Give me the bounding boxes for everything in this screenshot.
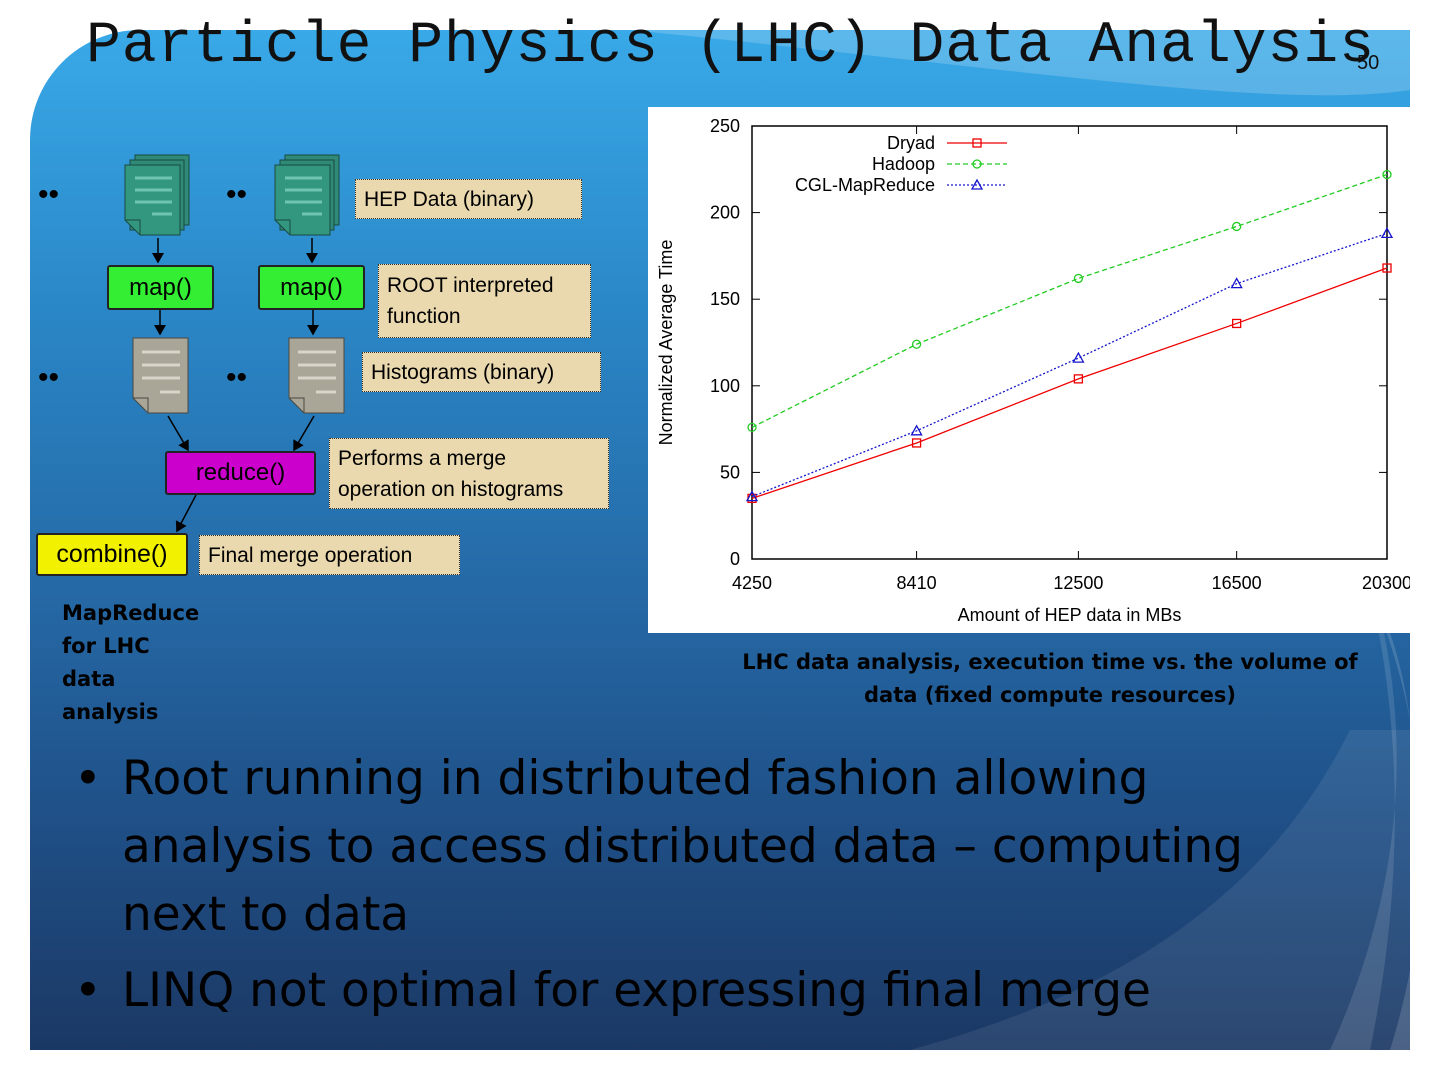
x-axis-label: Amount of HEP data in MBs: [958, 605, 1182, 625]
chart-panel: 0 50 100 150 200 250 4250 8410 12500 16500 20300 Am…: [648, 107, 1412, 633]
x-tick-label: 12500: [1053, 573, 1103, 593]
bullet-item: • Root running in distributed fashion al…: [74, 745, 1378, 949]
bullet-line: analysis to access distributed data – co…: [122, 819, 1243, 874]
plot-frame: [751, 125, 1388, 560]
data-point-cgl-mapreduce: [910, 424, 923, 436]
reduce-note: Performs a merge operation on histograms: [329, 438, 609, 509]
diagram-caption: MapReduce for LHC data analysis: [62, 601, 200, 724]
data-point-dryad: [911, 438, 922, 448]
data-point-hadoop: [747, 422, 757, 433]
reduce-note-line1: Performs a merge: [338, 446, 507, 470]
reduce-note-line2: operation on histograms: [338, 477, 564, 501]
map-box-right: map(): [258, 265, 365, 310]
y-tick-label: 100: [710, 376, 740, 396]
combine-note: Final merge operation: [199, 535, 460, 575]
bullet-line: Root running in distributed fashion allo…: [122, 751, 1149, 806]
ellipsis-left-top: ••: [38, 178, 60, 211]
y-axis-label: Normalized Average Time: [656, 240, 676, 446]
legend-label: Dryad: [887, 133, 935, 153]
chart-caption-line2: data (fixed compute resources): [864, 683, 1236, 707]
map-box-left: map(): [107, 265, 214, 310]
slide-title: Particle Physics (LHC) Data Analysis: [86, 14, 1376, 79]
document-stack-icon: [274, 154, 340, 236]
root-function-note-line2: function: [387, 305, 461, 328]
data-point-hadoop: [1073, 273, 1084, 284]
hep-data-note: HEP Data (binary): [355, 179, 582, 219]
arrow-hist-reduce-left: [167, 415, 189, 452]
legend-label: Hadoop: [872, 154, 935, 174]
bullet-line: next to data: [122, 887, 410, 942]
data-point-dryad: [1232, 318, 1242, 329]
diagram-graphics: [124, 154, 345, 533]
arrow-hist-reduce-right: [293, 415, 315, 452]
bullet-dot: •: [74, 963, 102, 1018]
slide-number: 50: [1357, 52, 1380, 74]
legend-marker: [972, 159, 982, 169]
chart-caption-line1: LHC data analysis, execution time vs. th…: [742, 650, 1358, 674]
data-point-hadoop: [1232, 221, 1242, 232]
ellipsis-left-mid: ••: [38, 361, 60, 394]
combine-box: combine(): [36, 533, 188, 576]
data-point-cgl-mapreduce: [745, 490, 759, 502]
data-point-hadoop: [911, 339, 922, 349]
root-function-note: ROOT interpreted function: [378, 264, 591, 338]
arrow-reduce-combine: [175, 494, 197, 533]
data-point-hadoop: [1382, 169, 1392, 180]
bullet-line: LINQ not optimal for expressing final me…: [122, 963, 1151, 1018]
y-tick-label: 200: [710, 203, 740, 223]
legend-marker: [970, 178, 984, 190]
ellipsis-mid-top: ••: [226, 178, 248, 211]
x-tick-label: 8410: [897, 573, 937, 593]
document-icon: [288, 337, 345, 414]
histograms-note: Histograms (binary): [362, 352, 601, 392]
x-tick-label: 4250: [732, 573, 772, 593]
y-tick-label: 50: [720, 462, 740, 482]
bullet-list: • Root running in distributed fashion al…: [74, 745, 1378, 1025]
reduce-box: reduce(): [165, 451, 316, 495]
series-line-dryad: [751, 267, 1388, 499]
background-swoosh: [630, 30, 1410, 1050]
ellipsis-mid-mid: ••: [226, 361, 248, 394]
line-chart: 0 50 100 150 200 250 4250 8410 12500 16500 20300 Am…: [656, 116, 1412, 625]
legend-marker: [972, 138, 982, 148]
series-line-cgl-mapreduce: [751, 232, 1388, 498]
x-tick-label: 16500: [1212, 573, 1262, 593]
y-tick-label: 250: [710, 116, 740, 136]
data-point-dryad: [1382, 263, 1392, 273]
y-tick-label: 0: [730, 549, 740, 569]
chart-caption: LHC data analysis, execution time vs. th…: [700, 646, 1400, 712]
data-point-dryad: [1073, 374, 1084, 384]
bullet-dot: •: [74, 751, 102, 806]
series-line-hadoop: [751, 173, 1388, 428]
data-point-cgl-mapreduce: [1380, 227, 1394, 239]
root-function-note-line1: ROOT interpreted: [387, 274, 554, 297]
x-tick-label: 20300: [1362, 573, 1410, 593]
y-tick-label: 150: [710, 289, 740, 309]
data-point-cgl-mapreduce: [1230, 277, 1243, 289]
bullet-item: • LINQ not optimal for expressing final …: [74, 957, 1378, 1025]
document-icon: [132, 337, 189, 414]
legend-label: CGL-MapReduce: [795, 175, 935, 195]
data-point-cgl-mapreduce: [1072, 351, 1085, 363]
document-stack-icon: [124, 154, 190, 236]
